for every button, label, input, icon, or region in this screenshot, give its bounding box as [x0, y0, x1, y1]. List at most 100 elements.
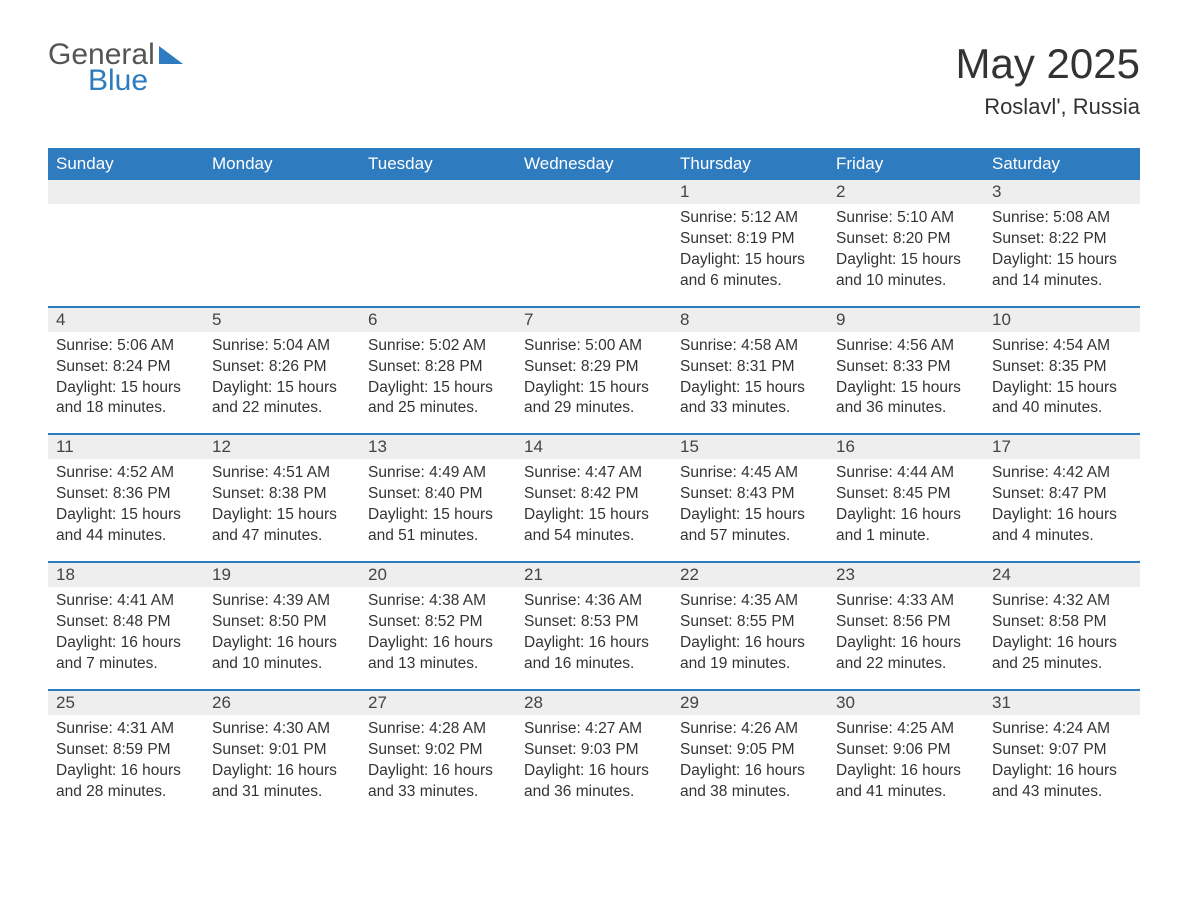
day-number-cell: 19 [204, 562, 360, 587]
sunrise-text: Sunrise: 4:56 AM [836, 336, 976, 357]
daylight-text: Daylight: 15 hours and 47 minutes. [212, 505, 352, 547]
day-detail-cell: Sunrise: 4:41 AMSunset: 8:48 PMDaylight:… [48, 587, 204, 690]
day-number-cell: 12 [204, 434, 360, 459]
sunrise-text: Sunrise: 4:39 AM [212, 591, 352, 612]
day-detail-cell: Sunrise: 5:08 AMSunset: 8:22 PMDaylight:… [984, 204, 1140, 307]
day-number-cell: 4 [48, 307, 204, 332]
weekday-header: Wednesday [516, 148, 672, 180]
day-number-cell: 16 [828, 434, 984, 459]
sunset-text: Sunset: 8:19 PM [680, 229, 820, 250]
sunrise-text: Sunrise: 4:52 AM [56, 463, 196, 484]
day-detail-cell: Sunrise: 4:32 AMSunset: 8:58 PMDaylight:… [984, 587, 1140, 690]
day-number-row: 25262728293031 [48, 690, 1140, 715]
sunset-text: Sunset: 8:56 PM [836, 612, 976, 633]
sunrise-text: Sunrise: 4:51 AM [212, 463, 352, 484]
daylight-text: Daylight: 16 hours and 7 minutes. [56, 633, 196, 675]
daylight-text: Daylight: 15 hours and 29 minutes. [524, 378, 664, 420]
day-detail-cell: Sunrise: 5:04 AMSunset: 8:26 PMDaylight:… [204, 332, 360, 435]
sunset-text: Sunset: 8:59 PM [56, 740, 196, 761]
day-detail-cell: Sunrise: 4:35 AMSunset: 8:55 PMDaylight:… [672, 587, 828, 690]
day-number-cell: 11 [48, 434, 204, 459]
day-number-cell [516, 180, 672, 204]
day-number-cell: 25 [48, 690, 204, 715]
day-number-cell: 18 [48, 562, 204, 587]
daylight-text: Daylight: 16 hours and 1 minute. [836, 505, 976, 547]
sunset-text: Sunset: 8:53 PM [524, 612, 664, 633]
sunset-text: Sunset: 8:50 PM [212, 612, 352, 633]
daylight-text: Daylight: 15 hours and 36 minutes. [836, 378, 976, 420]
sunset-text: Sunset: 9:02 PM [368, 740, 508, 761]
day-detail-cell: Sunrise: 4:31 AMSunset: 8:59 PMDaylight:… [48, 715, 204, 817]
weekday-header: Tuesday [360, 148, 516, 180]
day-number-row: 11121314151617 [48, 434, 1140, 459]
day-detail-cell: Sunrise: 4:27 AMSunset: 9:03 PMDaylight:… [516, 715, 672, 817]
day-number-cell [48, 180, 204, 204]
sunset-text: Sunset: 8:42 PM [524, 484, 664, 505]
day-detail-cell: Sunrise: 5:10 AMSunset: 8:20 PMDaylight:… [828, 204, 984, 307]
day-number-cell: 1 [672, 180, 828, 204]
daylight-text: Daylight: 15 hours and 33 minutes. [680, 378, 820, 420]
sunset-text: Sunset: 8:52 PM [368, 612, 508, 633]
sunset-text: Sunset: 8:29 PM [524, 357, 664, 378]
sunrise-text: Sunrise: 4:36 AM [524, 591, 664, 612]
daylight-text: Daylight: 16 hours and 4 minutes. [992, 505, 1132, 547]
day-number-row: 18192021222324 [48, 562, 1140, 587]
sunset-text: Sunset: 9:03 PM [524, 740, 664, 761]
day-number-row: 123 [48, 180, 1140, 204]
sunrise-text: Sunrise: 4:25 AM [836, 719, 976, 740]
daylight-text: Daylight: 15 hours and 54 minutes. [524, 505, 664, 547]
day-detail-row: Sunrise: 4:41 AMSunset: 8:48 PMDaylight:… [48, 587, 1140, 690]
day-number-cell: 8 [672, 307, 828, 332]
title-month: May 2025 [956, 40, 1140, 88]
sunset-text: Sunset: 8:24 PM [56, 357, 196, 378]
sunrise-text: Sunrise: 4:24 AM [992, 719, 1132, 740]
day-detail-cell: Sunrise: 4:26 AMSunset: 9:05 PMDaylight:… [672, 715, 828, 817]
sunset-text: Sunset: 8:20 PM [836, 229, 976, 250]
daylight-text: Daylight: 16 hours and 19 minutes. [680, 633, 820, 675]
day-detail-cell [516, 204, 672, 307]
daylight-text: Daylight: 16 hours and 33 minutes. [368, 761, 508, 803]
daylight-text: Daylight: 16 hours and 22 minutes. [836, 633, 976, 675]
day-detail-cell [204, 204, 360, 307]
title-block: May 2025 Roslavl', Russia [956, 40, 1140, 120]
sunrise-text: Sunrise: 4:31 AM [56, 719, 196, 740]
day-detail-cell: Sunrise: 4:25 AMSunset: 9:06 PMDaylight:… [828, 715, 984, 817]
sunrise-text: Sunrise: 5:08 AM [992, 208, 1132, 229]
sunset-text: Sunset: 8:48 PM [56, 612, 196, 633]
daylight-text: Daylight: 16 hours and 41 minutes. [836, 761, 976, 803]
day-number-cell: 20 [360, 562, 516, 587]
sunset-text: Sunset: 8:38 PM [212, 484, 352, 505]
sunrise-text: Sunrise: 4:41 AM [56, 591, 196, 612]
sunrise-text: Sunrise: 4:42 AM [992, 463, 1132, 484]
sunset-text: Sunset: 8:36 PM [56, 484, 196, 505]
weekday-header: Saturday [984, 148, 1140, 180]
day-detail-row: Sunrise: 4:52 AMSunset: 8:36 PM Daylight:… [48, 459, 1140, 562]
day-number-cell: 29 [672, 690, 828, 715]
sunset-text: Sunset: 8:55 PM [680, 612, 820, 633]
day-number-cell: 22 [672, 562, 828, 587]
day-detail-cell: Sunrise: 5:12 AMSunset: 8:19 PMDaylight:… [672, 204, 828, 307]
daylight-text: Daylight: 15 hours and 25 minutes. [368, 378, 508, 420]
calendar-table: SundayMondayTuesdayWednesdayThursdayFrid… [48, 148, 1140, 816]
sunrise-text: Sunrise: 4:26 AM [680, 719, 820, 740]
sunrise-text: Sunrise: 4:32 AM [992, 591, 1132, 612]
day-detail-cell: Sunrise: 4:38 AMSunset: 8:52 PMDaylight:… [360, 587, 516, 690]
sunset-text: Sunset: 9:01 PM [212, 740, 352, 761]
day-number-cell: 21 [516, 562, 672, 587]
daylight-text: Daylight: 16 hours and 10 minutes. [212, 633, 352, 675]
sunrise-text: Sunrise: 4:38 AM [368, 591, 508, 612]
day-detail-row: Sunrise: 4:31 AMSunset: 8:59 PMDaylight:… [48, 715, 1140, 817]
weekday-header: Thursday [672, 148, 828, 180]
daylight-text: Daylight: 16 hours and 28 minutes. [56, 761, 196, 803]
daylight-text: Daylight: 16 hours and 31 minutes. [212, 761, 352, 803]
sunrise-text: Sunrise: 4:47 AM [524, 463, 664, 484]
day-detail-cell: Sunrise: 4:49 AMSunset: 8:40 PMDaylight:… [360, 459, 516, 562]
day-detail-cell: Sunrise: 4:28 AMSunset: 9:02 PMDaylight:… [360, 715, 516, 817]
day-number-cell: 15 [672, 434, 828, 459]
day-detail-cell: Sunrise: 4:42 AMSunset: 8:47 PMDaylight:… [984, 459, 1140, 562]
daylight-text: Daylight: 16 hours and 25 minutes. [992, 633, 1132, 675]
sunrise-text: Sunrise: 4:30 AM [212, 719, 352, 740]
day-detail-cell: Sunrise: 4:54 AMSunset: 8:35 PMDaylight:… [984, 332, 1140, 435]
daylight-text: Daylight: 15 hours and 6 minutes. [680, 250, 820, 292]
day-detail-cell: Sunrise: 4:39 AMSunset: 8:50 PMDaylight:… [204, 587, 360, 690]
